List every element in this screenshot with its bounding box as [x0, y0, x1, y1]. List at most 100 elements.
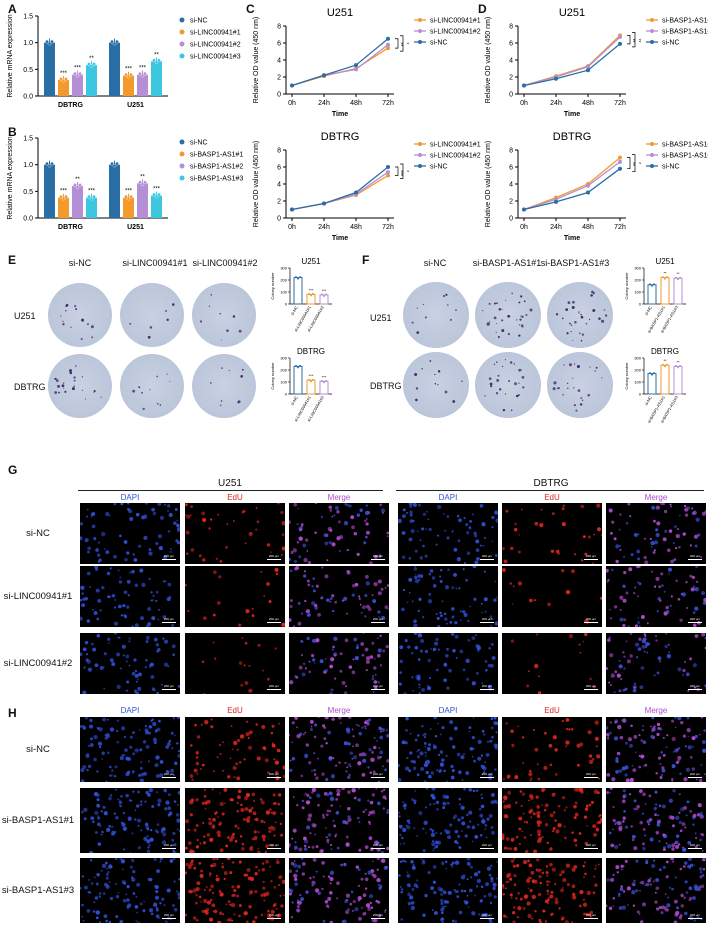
nucleus	[526, 878, 531, 883]
channel-label: DAPI	[120, 493, 140, 502]
nucleus	[270, 811, 273, 814]
nucleus	[373, 666, 377, 670]
nucleus	[380, 730, 382, 733]
nucleus	[172, 831, 176, 836]
nucleus	[372, 675, 374, 677]
nucleus	[423, 762, 429, 768]
nucleus	[474, 634, 478, 637]
nucleus	[356, 644, 359, 647]
nucleus	[216, 756, 219, 759]
nucleus	[609, 617, 613, 620]
nucleus	[456, 895, 460, 898]
legend-marker	[179, 17, 185, 23]
nucleus	[356, 816, 360, 820]
nucleus	[324, 668, 329, 673]
nucleus	[299, 893, 302, 897]
nucleus	[177, 754, 180, 758]
nucleus	[654, 585, 657, 588]
nucleus	[682, 668, 686, 673]
scale-bar	[584, 848, 598, 849]
nucleus	[376, 868, 379, 871]
nucleus	[302, 862, 306, 866]
nucleus	[466, 825, 471, 829]
significance-label: **	[75, 177, 80, 183]
nucleus	[430, 832, 435, 838]
channel-label: EdU	[227, 493, 243, 502]
nucleus	[156, 869, 160, 873]
colony	[603, 309, 606, 311]
nucleus	[675, 761, 679, 765]
scale-bar	[267, 689, 281, 690]
nucleus	[303, 570, 306, 573]
nucleus	[199, 842, 202, 845]
nucleus	[142, 514, 148, 519]
nucleus	[372, 599, 377, 603]
nucleus	[555, 549, 560, 554]
scale-bar	[267, 622, 281, 623]
nucleus	[674, 876, 677, 879]
nucleus	[232, 765, 237, 771]
nucleus	[307, 817, 312, 822]
nucleus	[585, 912, 589, 916]
nucleus	[361, 773, 366, 777]
nucleus	[553, 792, 556, 795]
nucleus	[700, 871, 703, 874]
y-tick-label: 100	[634, 380, 641, 385]
nucleus	[526, 684, 530, 688]
nucleus	[325, 813, 329, 817]
nucleus	[534, 747, 539, 752]
nucleus	[274, 567, 279, 572]
y-tick-label: 0	[509, 216, 513, 223]
nucleus	[380, 851, 385, 853]
nucleus	[643, 633, 647, 636]
nucleus	[118, 804, 122, 807]
nucleus	[363, 541, 367, 545]
nucleus	[311, 880, 316, 885]
nucleus	[330, 774, 335, 779]
scale-bar-label: 200 μm	[163, 684, 174, 688]
nucleus	[190, 798, 195, 802]
nucleus	[437, 625, 441, 627]
nucleus	[560, 888, 564, 893]
nucleus	[671, 559, 674, 562]
scale-bar	[371, 918, 385, 919]
nucleus	[653, 540, 659, 545]
nucleus	[651, 727, 656, 732]
nucleus	[187, 828, 190, 832]
nucleus	[341, 920, 344, 923]
nucleus	[356, 552, 360, 556]
nucleus	[657, 756, 662, 760]
colony	[228, 369, 230, 372]
nucleus	[327, 833, 332, 837]
legend-marker	[650, 40, 654, 44]
nucleus	[86, 571, 91, 576]
nucleus	[433, 890, 437, 895]
nucleus	[278, 875, 283, 880]
nucleus	[544, 822, 549, 827]
nucleus	[312, 876, 315, 879]
data-point	[140, 182, 145, 187]
scale-bar	[584, 918, 598, 919]
data-point	[157, 58, 161, 63]
nucleus	[675, 844, 680, 849]
nucleus	[240, 683, 244, 687]
scale-bar-label: 200 μm	[372, 554, 383, 558]
nucleus	[345, 842, 350, 847]
nucleus	[97, 842, 102, 846]
nucleus	[655, 639, 658, 642]
nucleus	[206, 833, 211, 837]
nucleus	[644, 635, 647, 638]
nucleus	[210, 884, 214, 889]
scale-bar	[480, 559, 494, 560]
nucleus	[702, 868, 706, 871]
data-point	[664, 277, 666, 280]
data-point	[325, 293, 327, 296]
nucleus	[633, 532, 638, 537]
nucleus	[684, 911, 688, 916]
nucleus	[548, 880, 551, 883]
scale-bar	[688, 848, 702, 849]
nucleus	[471, 840, 474, 843]
nucleus	[329, 791, 333, 796]
nucleus	[451, 919, 455, 923]
nucleus	[680, 593, 683, 596]
